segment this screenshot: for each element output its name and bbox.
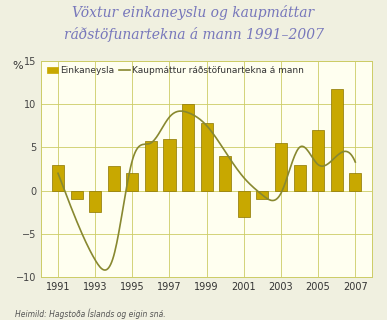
Bar — [200, 123, 213, 191]
Bar — [238, 191, 250, 217]
Bar — [349, 173, 361, 191]
Text: %: % — [13, 60, 24, 71]
Legend: Einkaneysla, Kaupmáttur ráðstöfunartekna á mann: Einkaneysla, Kaupmáttur ráðstöfunartekna… — [46, 65, 305, 76]
Bar — [108, 166, 120, 191]
Bar — [145, 141, 157, 191]
Bar — [330, 89, 343, 191]
Bar — [70, 191, 83, 199]
Bar — [52, 164, 64, 191]
Text: Heimild: Hagstoða Íslands og eigin sná.: Heimild: Hagstoða Íslands og eigin sná. — [15, 309, 166, 319]
Bar — [256, 191, 269, 199]
Text: ráðstöfunartekna á mann 1991–2007: ráðstöfunartekna á mann 1991–2007 — [63, 27, 324, 42]
Bar — [293, 164, 306, 191]
Bar — [89, 191, 101, 212]
Bar — [275, 143, 287, 191]
Bar — [219, 156, 231, 191]
Bar — [126, 173, 139, 191]
Bar — [312, 130, 324, 191]
Bar — [163, 139, 176, 191]
Bar — [182, 104, 194, 191]
Text: Vöxtur einkaneyslu og kaupmáttar: Vöxtur einkaneyslu og kaupmáttar — [72, 5, 315, 20]
